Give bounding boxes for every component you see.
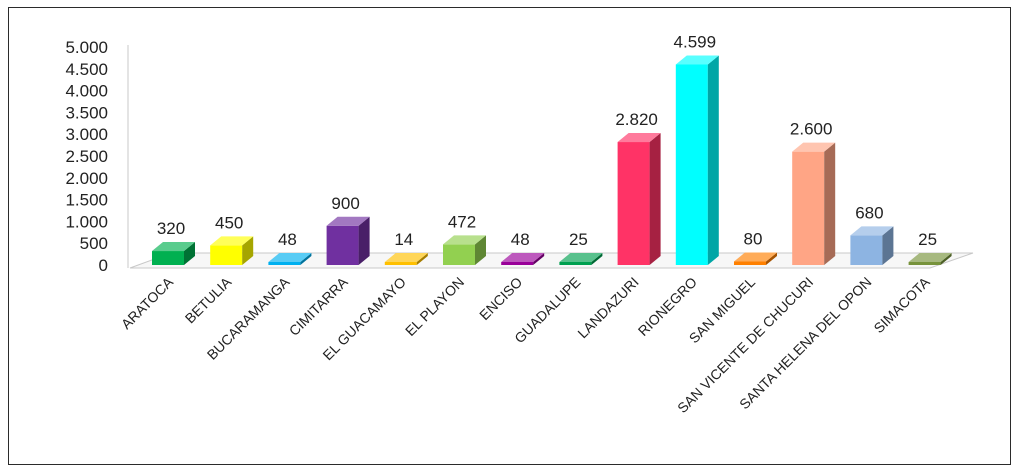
bar-top [443, 235, 486, 245]
bar-front [734, 261, 766, 265]
bar-side [591, 253, 603, 265]
bar-side [242, 236, 254, 265]
category-label: LANDAZURI [574, 274, 641, 341]
bar-front [675, 64, 708, 265]
bar-front [326, 225, 359, 265]
bar-top [326, 216, 370, 226]
bar-top [617, 133, 661, 143]
bar-side [707, 55, 719, 266]
y-tick-label: 2.500 [65, 147, 108, 166]
y-tick-label: 3.500 [65, 103, 108, 122]
bar-side [882, 226, 894, 265]
data-label: 320 [157, 219, 185, 238]
y-tick-label: 2.000 [65, 169, 108, 188]
y-tick-label: 1.500 [65, 191, 108, 210]
data-label: 2.820 [615, 110, 658, 129]
category-label: BETULIA [182, 273, 235, 326]
bar-side [766, 252, 777, 265]
chart-floor [129, 252, 974, 269]
bar-top [734, 252, 777, 262]
data-label: 680 [855, 203, 883, 222]
bar-front [908, 262, 941, 265]
bar-top [210, 236, 254, 246]
data-label: 48 [278, 230, 297, 249]
bar-side [416, 253, 428, 265]
bar-side [533, 253, 545, 265]
category-label: EL PLAYON [402, 274, 467, 339]
bar-side [824, 142, 836, 265]
bar-front [268, 262, 301, 265]
category-label: ENCISO [476, 274, 525, 323]
category-label: ARATOCA [118, 273, 177, 332]
bar-top [268, 253, 312, 262]
data-label: 25 [918, 230, 937, 249]
data-label: 900 [331, 194, 359, 213]
data-label: 25 [569, 230, 588, 249]
bar-front [501, 262, 534, 265]
bar-side [184, 242, 195, 265]
bar-front [152, 251, 184, 265]
bar-side [649, 133, 661, 265]
bar-top [675, 55, 719, 65]
bar-top [908, 253, 952, 262]
bar-front [384, 262, 417, 265]
data-label: 14 [394, 230, 413, 249]
data-label: 48 [511, 230, 530, 249]
bar-top [152, 242, 195, 252]
bar-top [384, 253, 428, 262]
y-tick-label: 4.500 [65, 60, 108, 79]
data-label: 472 [448, 212, 476, 231]
bar-top [850, 226, 894, 236]
y-tick-label: 500 [80, 234, 108, 253]
bar-side [300, 253, 312, 265]
bar-front [210, 245, 243, 265]
bar-top [559, 253, 603, 262]
bar-side [358, 216, 370, 265]
bar-front [443, 244, 475, 265]
chart-frame [8, 7, 1011, 465]
bar-front [792, 151, 825, 265]
bar-front [850, 235, 883, 265]
bar-top [792, 142, 836, 152]
bar-side [940, 253, 952, 265]
y-tick-label: 5.000 [65, 38, 108, 57]
bar-front [559, 262, 592, 265]
bar-side [475, 235, 486, 265]
data-label: 4.599 [674, 32, 717, 51]
data-label: 2.600 [790, 120, 833, 139]
data-label: 80 [744, 230, 763, 249]
bar-top [501, 253, 545, 262]
bar-front [617, 142, 650, 265]
y-tick-label: 1.000 [65, 212, 108, 231]
y-tick-label: 3.000 [65, 125, 108, 144]
data-label: 450 [215, 213, 243, 232]
y-tick-label: 0 [99, 256, 108, 275]
category-label: SIMACOTA [870, 273, 933, 336]
y-tick-label: 4.000 [65, 82, 108, 101]
